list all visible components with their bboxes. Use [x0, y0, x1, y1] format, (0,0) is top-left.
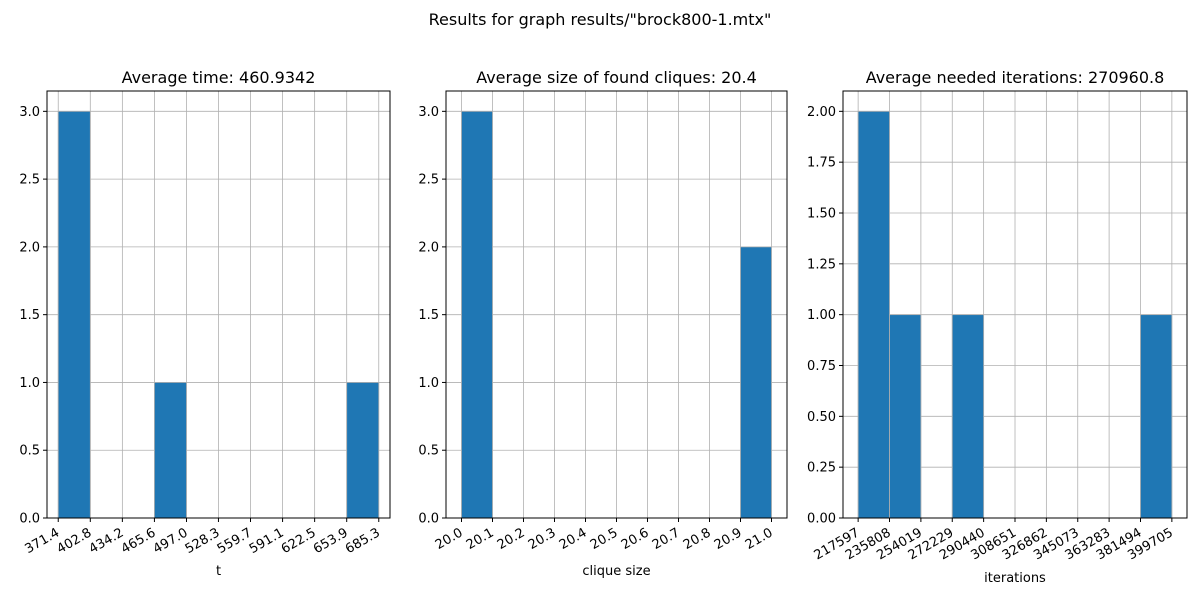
y-axis: 0.0 0.5 1.0 1.5 2.0 2.5 3.0	[19, 105, 47, 527]
y-tick-label: 0.00	[807, 512, 836, 527]
y-tick-label: 1.00	[807, 308, 836, 323]
x-tick-label: 622.5	[279, 525, 319, 557]
y-tick-label: 0.0	[19, 512, 40, 527]
y-tick-label: 2.0	[19, 240, 40, 255]
y-tick-label: 1.5	[19, 308, 40, 323]
y-tick-label: 1.5	[418, 308, 439, 323]
y-tick-label: 0.5	[19, 444, 40, 459]
x-tick-label: 465.6	[119, 525, 159, 557]
panel-title: Average needed iterations: 270960.8	[866, 68, 1165, 87]
x-axis-label: clique size	[582, 564, 650, 579]
x-tick-label: 591.1	[247, 525, 287, 557]
figure-suptitle: Results for graph results/"brock800-1.mt…	[429, 10, 772, 29]
x-axis-label: iterations	[984, 571, 1046, 586]
grid	[446, 91, 787, 519]
x-tick-label: 20.1	[464, 525, 497, 552]
panel-title: Average size of found cliques: 20.4	[476, 68, 757, 87]
histogram-bar	[740, 246, 772, 519]
y-tick-label: 1.0	[19, 376, 40, 391]
x-tick-label: 20.0	[433, 525, 466, 552]
y-tick-label: 2.0	[418, 240, 439, 255]
y-tick-label: 3.0	[19, 105, 40, 120]
histogram-bar	[154, 382, 187, 519]
histogram-bar	[346, 382, 380, 519]
x-tick-label: 559.7	[215, 525, 255, 557]
y-tick-label: 2.5	[19, 173, 40, 188]
chart-panel-1: Average time: 460.9342 0.0 0.5 1.0 1.5 2.0 2.5…	[19, 68, 391, 579]
x-tick-label: 20.3	[526, 525, 559, 552]
y-tick-label: 0.25	[807, 461, 836, 476]
y-tick-label: 1.50	[807, 207, 836, 222]
x-tick-label: 434.2	[87, 525, 127, 557]
chart-panel-2: Average size of found cliques: 20.40.00.…	[418, 68, 788, 579]
y-tick-label: 1.0	[418, 376, 439, 391]
bars	[461, 110, 772, 519]
x-tick-label: 685.3	[343, 525, 383, 557]
y-tick-label: 0.0	[418, 512, 439, 527]
x-tick-label: 20.9	[712, 525, 745, 552]
x-tick-label: 497.0	[151, 525, 191, 557]
histogram-bar	[1140, 314, 1173, 519]
panel-title: Average time: 460.9342	[122, 68, 316, 87]
y-tick-label: 0.50	[807, 410, 836, 425]
x-tick-label: 20.7	[650, 525, 683, 552]
x-tick-label: 653.9	[311, 525, 351, 557]
y-tick-label: 2.00	[807, 105, 836, 120]
histogram-bar	[857, 110, 890, 519]
bars	[57, 110, 380, 519]
y-tick-label: 2.5	[418, 173, 439, 188]
x-axis-label: t	[216, 564, 221, 579]
bars	[857, 110, 1173, 519]
x-tick-label: 20.2	[495, 525, 528, 552]
x-tick-label: 20.6	[619, 525, 652, 552]
x-tick-label: 402.8	[55, 525, 95, 557]
y-tick-label: 0.5	[418, 444, 439, 459]
y-axis: 0.0 0.5 1.0 1.5 2.0 2.5 3.0	[418, 105, 446, 527]
y-tick-label: 1.75	[807, 156, 836, 171]
y-tick-label: 1.25	[807, 257, 836, 272]
grid	[47, 91, 390, 519]
x-tick-label: 21.0	[743, 525, 776, 552]
histogram-bar	[57, 110, 91, 519]
y-axis: 0.00 0.25 0.50 0.75 1.00 1.25 1.50 1.75 2.00	[807, 105, 843, 527]
x-axis: 20.020.120.220.320.420.520.620.720.820.9…	[433, 518, 776, 553]
y-tick-label: 0.75	[807, 359, 836, 374]
x-tick-label: 371.4	[23, 525, 63, 557]
chart-panel-3: Average needed iterations: 270960.80.000…	[807, 68, 1188, 586]
x-axis: 371.4402.8434.2465.6497.0528.3559.7591.1…	[23, 518, 383, 557]
x-tick-label: 20.8	[681, 525, 714, 552]
x-tick-label: 20.5	[588, 525, 621, 552]
x-tick-label: 528.3	[183, 525, 223, 557]
x-tick-label: 20.4	[557, 525, 590, 552]
histogram-bar	[461, 110, 493, 519]
histogram-bar	[951, 314, 985, 519]
x-axis: 2175972358082540192722292904403086513268…	[812, 518, 1176, 563]
y-tick-label: 3.0	[418, 105, 439, 120]
histogram-bar	[889, 314, 922, 519]
